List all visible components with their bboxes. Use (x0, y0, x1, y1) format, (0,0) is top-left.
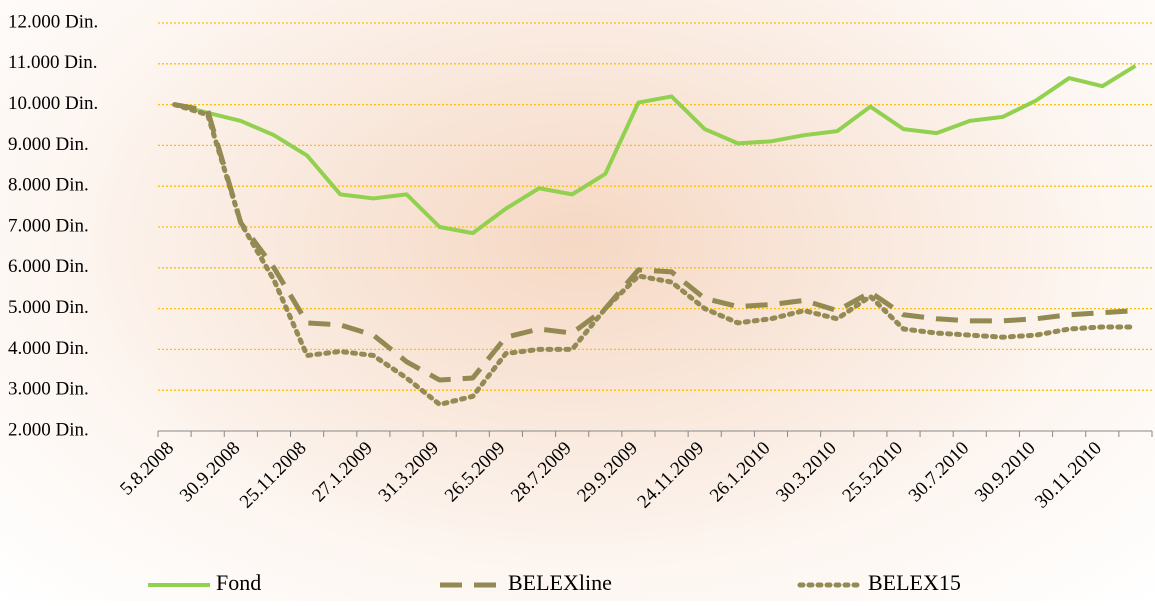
y-tick-label: 7.000 Din. (8, 215, 89, 236)
legend-item: Fond (148, 570, 261, 595)
x-tick-label: 26.5.2009 (441, 438, 510, 507)
y-tick-label: 5.000 Din. (8, 297, 89, 318)
x-tick-label: 28.7.2009 (507, 438, 576, 507)
y-tick-label: 9.000 Din. (8, 134, 89, 155)
legend-label: Fond (216, 570, 261, 595)
page: 2.000 Din. 3.000 Din. 4.000 Din. 5.000 Din.… (0, 0, 1155, 601)
legend-label: BELEXline (508, 570, 612, 595)
x-tick-label: 31.3.2009 (375, 438, 444, 507)
chart: 2.000 Din. 3.000 Din. 4.000 Din. 5.000 Din.… (0, 0, 1155, 601)
x-tick-label: 24.11.2009 (633, 438, 708, 513)
x-tick-label: 30.9.2008 (176, 438, 245, 507)
legend-item: BELEXline (440, 570, 612, 595)
y-tick-label: 10.000 Din. (8, 93, 98, 114)
y-tick-label: 6.000 Din. (8, 256, 89, 277)
y-tick-label: 11.000 Din. (8, 52, 98, 73)
x-tick-label: 30.11.2010 (1031, 438, 1106, 513)
x-tick-label: 30.7.2010 (905, 438, 974, 507)
x-tick-label: 30.3.2010 (772, 438, 841, 507)
x-tick-label: 29.9.2009 (573, 438, 642, 507)
x-tick-label: 5.8.2008 (116, 438, 178, 500)
x-tick-label: 25.11.2008 (236, 438, 311, 513)
legend-item: BELEX15 (800, 570, 961, 595)
x-tick-label: 30.9.2010 (971, 438, 1040, 507)
y-tick-label: 2.000 Din. (8, 419, 89, 440)
x-tick-label: 27.1.2009 (308, 438, 377, 507)
y-tick-label: 4.000 Din. (8, 338, 89, 359)
y-tick-label: 8.000 Din. (8, 175, 89, 196)
series-line (175, 66, 1136, 233)
y-tick-label: 12.000 Din. (8, 11, 98, 32)
series-line (175, 105, 1136, 405)
x-tick-label: 25.5.2010 (838, 438, 907, 507)
y-tick-label: 3.000 Din. (8, 379, 89, 400)
legend-label: BELEX15 (868, 570, 961, 595)
x-tick-label: 26.1.2010 (706, 438, 775, 507)
